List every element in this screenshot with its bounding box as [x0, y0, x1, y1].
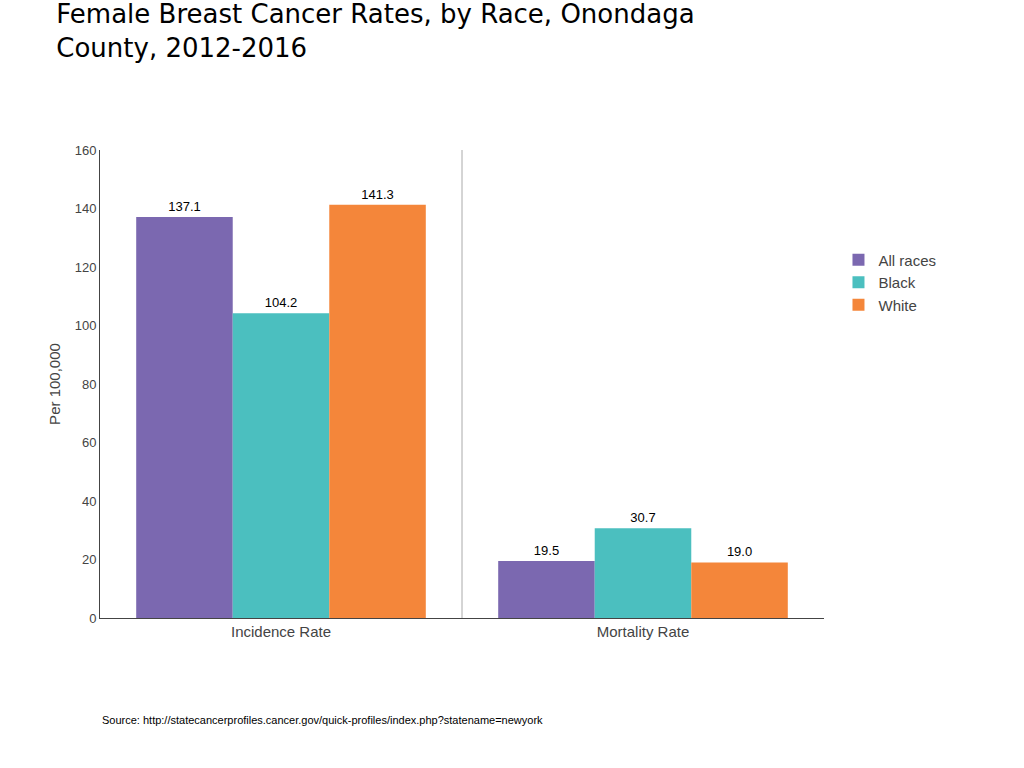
svg-text:120: 120	[75, 260, 97, 275]
svg-text:160: 160	[75, 143, 97, 158]
svg-text:All races: All races	[878, 252, 936, 269]
svg-text:Mortality Rate: Mortality Rate	[597, 623, 690, 640]
svg-text:20: 20	[82, 552, 96, 567]
svg-text:19.0: 19.0	[727, 544, 752, 559]
svg-text:Black: Black	[878, 274, 915, 291]
svg-text:104.2: 104.2	[265, 295, 298, 310]
svg-text:0: 0	[89, 611, 96, 626]
svg-text:Incidence Rate: Incidence Rate	[231, 623, 331, 640]
svg-text:30.7: 30.7	[630, 510, 655, 525]
svg-text:Source: http://statecancerprof: Source: http://statecancerprofiles.cance…	[102, 714, 543, 726]
svg-text:140: 140	[75, 201, 97, 216]
svg-text:19.5: 19.5	[534, 543, 559, 558]
svg-text:80: 80	[82, 377, 96, 392]
svg-text:Female Breast Cancer Rates, by: Female Breast Cancer Rates, by Race, Ono…	[56, 0, 694, 63]
svg-text:60: 60	[82, 435, 96, 450]
svg-text:40: 40	[82, 494, 96, 509]
svg-text:137.1: 137.1	[168, 199, 201, 214]
svg-text:Per 100,000: Per 100,000	[46, 343, 63, 425]
svg-text:141.3: 141.3	[361, 187, 394, 202]
svg-text:White: White	[878, 297, 916, 314]
svg-text:100: 100	[75, 318, 97, 333]
